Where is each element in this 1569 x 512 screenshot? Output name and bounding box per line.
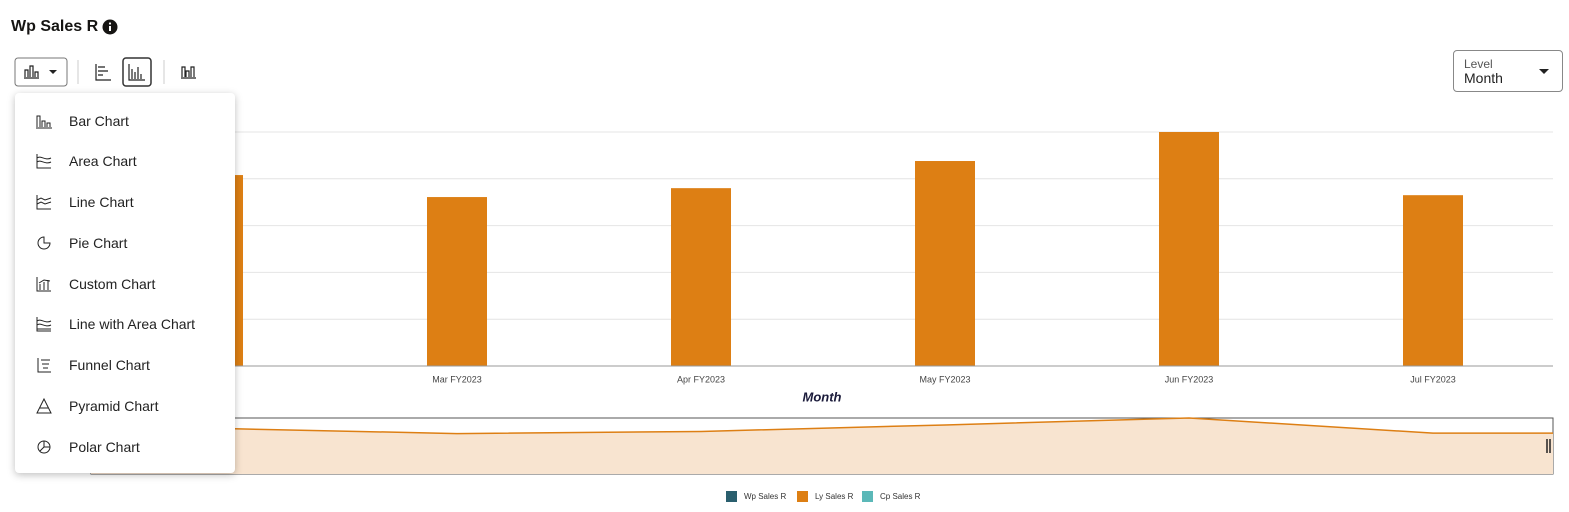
vertical-icon[interactable] (122, 57, 152, 87)
menu-label: Pyramid Chart (69, 398, 159, 414)
level-select[interactable]: Level Month (1453, 50, 1563, 92)
menu-item[interactable]: Bar Chart (15, 106, 235, 136)
menu-label: Funnel Chart (69, 357, 150, 373)
bar (1159, 132, 1219, 366)
horizontal-icon[interactable] (95, 64, 111, 81)
legend-swatch (797, 491, 808, 502)
icon (36, 195, 52, 210)
bar (1403, 195, 1463, 366)
icon (36, 154, 52, 169)
menu-item[interactable]: Pie Chart (15, 228, 235, 258)
chart-type-button[interactable] (14, 57, 68, 87)
legend-swatch (726, 491, 737, 502)
overview-handle[interactable] (1546, 439, 1551, 453)
menu-item[interactable]: Line Chart (15, 187, 235, 217)
x-tick-label: Jul FY2023 (1410, 374, 1456, 384)
menu-label: Line with Area Chart (69, 316, 196, 332)
menu-label: Pie Chart (69, 235, 128, 251)
legend-label: Cp Sales R (880, 492, 921, 501)
grouped-icon[interactable] (181, 66, 196, 79)
title: Wp Sales R (11, 18, 99, 35)
chart-type-menu: Bar Chart Area Chart Line Chart Pie Char… (15, 93, 235, 473)
menu-label: Custom Chart (69, 276, 156, 292)
menu-item[interactable]: Line with Area Chart (15, 309, 235, 339)
menu-item[interactable]: Pyramid Chart (15, 391, 235, 421)
overview-line (91, 417, 1553, 435)
legend-label: Ly Sales R (815, 492, 854, 501)
bar (671, 188, 731, 366)
legend-label: Wp Sales R (744, 492, 786, 501)
level-label: Level (1464, 57, 1493, 71)
legend-swatch (862, 491, 873, 502)
bar (915, 161, 975, 366)
icon (36, 397, 52, 414)
x-tick-label: Jun FY2023 (1165, 374, 1214, 384)
menu-item[interactable]: Polar Chart (15, 432, 235, 462)
overview (91, 417, 1553, 474)
caret (1539, 69, 1549, 74)
icon (36, 115, 52, 129)
menu-label: Bar Chart (69, 113, 129, 129)
bar (427, 197, 487, 366)
icon (37, 358, 51, 373)
icon (36, 277, 51, 292)
level-value: Month (1464, 70, 1503, 86)
menu-item[interactable]: Area Chart (15, 146, 235, 176)
icon (37, 440, 51, 454)
overview-area (91, 418, 1553, 474)
menu-item[interactable]: Funnel Chart (15, 350, 235, 380)
x-tick-label: May FY2023 (919, 374, 970, 384)
menu-item[interactable]: Custom Chart (15, 269, 235, 299)
x-axis-title: Month (803, 389, 842, 404)
menu-label: Polar Chart (69, 439, 140, 455)
icon (37, 236, 51, 250)
info-icon[interactable] (102, 19, 118, 35)
icon (36, 317, 52, 332)
x-tick-label: Mar FY2023 (432, 374, 482, 384)
x-tick-label: Apr FY2023 (677, 374, 725, 384)
menu-label: Area Chart (69, 153, 137, 169)
menu-label: Line Chart (69, 194, 134, 210)
